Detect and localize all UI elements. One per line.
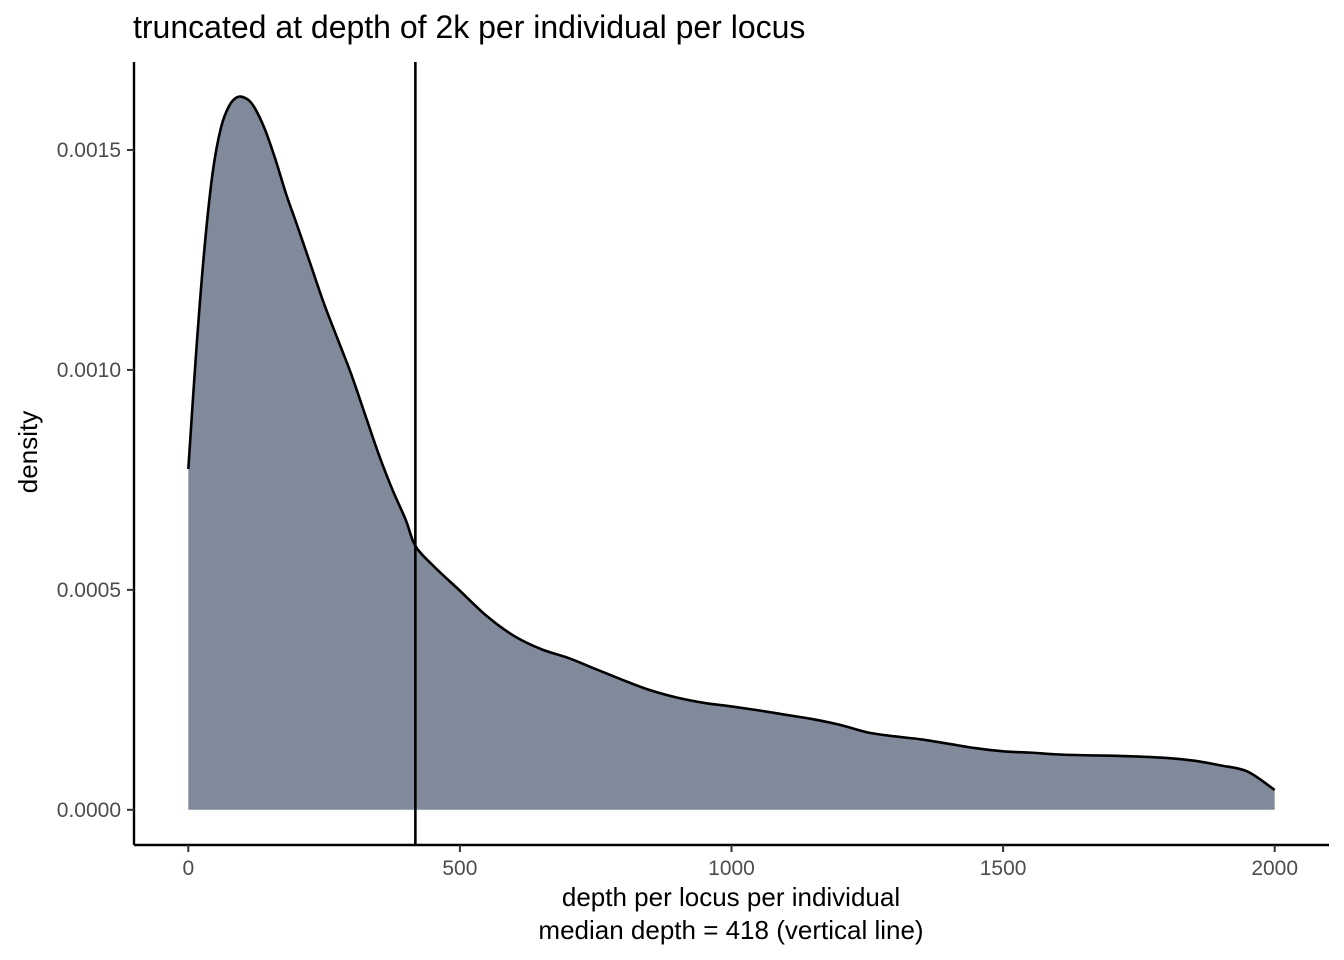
y-axis-title: density	[13, 411, 43, 493]
y-tick-label: 0.0005	[57, 579, 121, 602]
x-tick-label: 500	[442, 857, 477, 880]
y-tick-label: 0.0000	[57, 799, 121, 822]
x-axis-title: depth per locus per individual	[562, 882, 900, 912]
x-axis-subtitle: median depth = 418 (vertical line)	[538, 915, 923, 945]
plot-area	[187, 62, 1276, 845]
y-tick-label: 0.0015	[57, 139, 121, 162]
x-tick-label: 2000	[1251, 857, 1298, 880]
density-area	[188, 96, 1275, 810]
density-line	[187, 95, 1276, 792]
x-tick-label: 0	[182, 857, 194, 880]
axes: 0 500 1000 1500 2000 0.0000 0.0005 0.0010 0.0015	[57, 62, 1329, 880]
y-tick-label: 0.0010	[57, 359, 121, 382]
x-tick-label: 1000	[708, 857, 755, 880]
x-tick-label: 1500	[980, 857, 1027, 880]
chart-title: truncated at depth of 2k per individual …	[133, 9, 805, 45]
